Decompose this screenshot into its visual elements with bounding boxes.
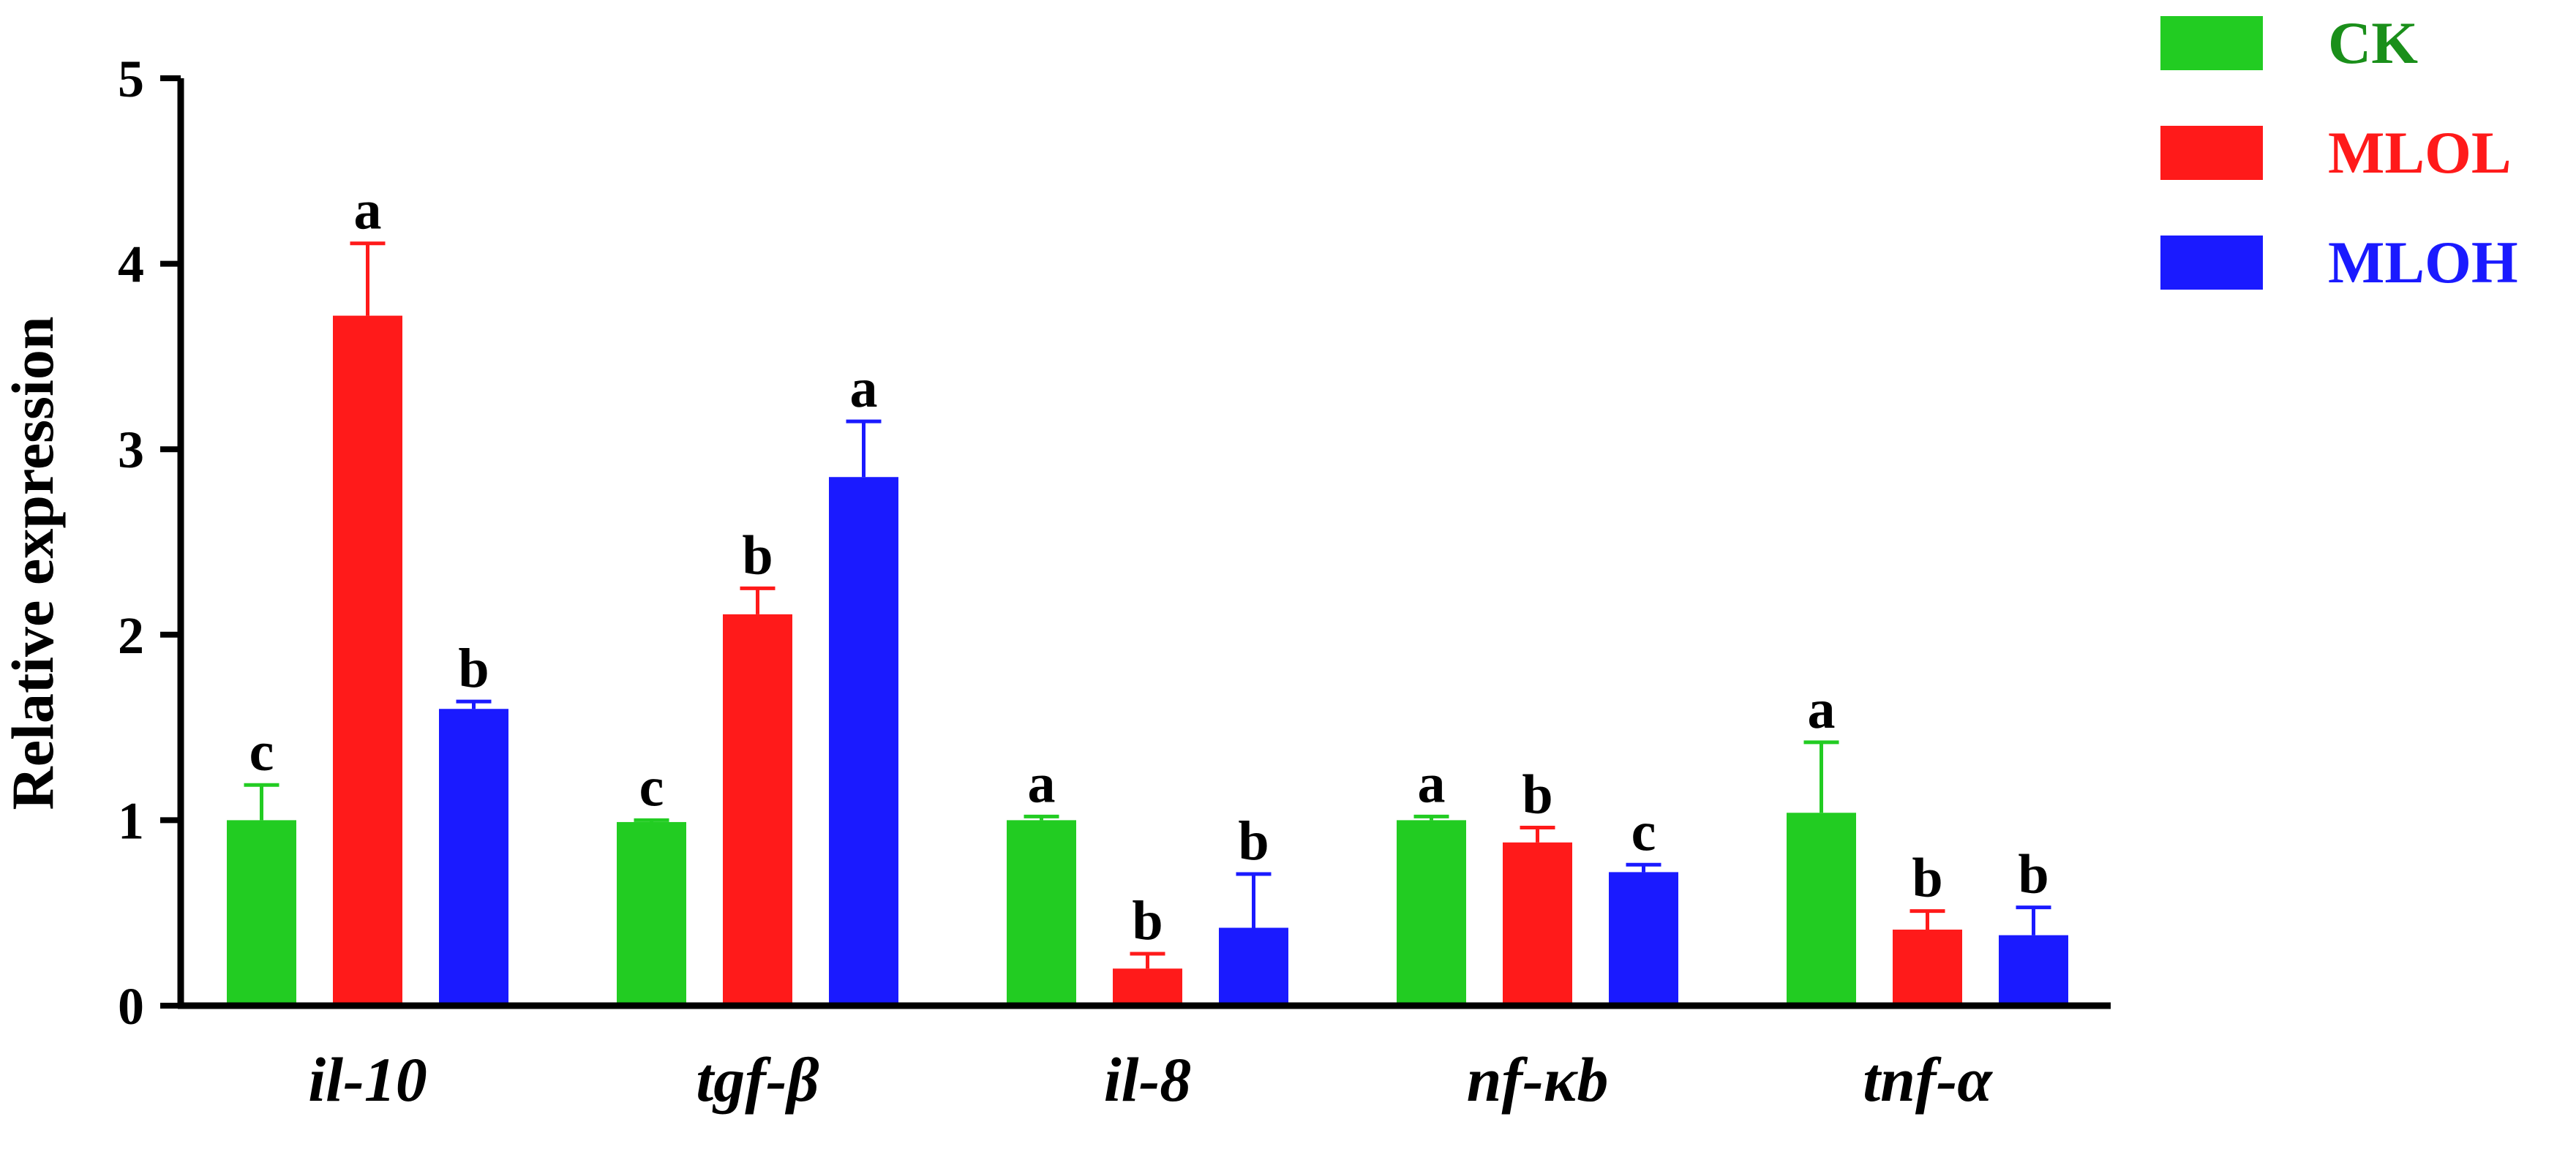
bar-mloh-4 xyxy=(1999,935,2068,1006)
bar-mlol-2 xyxy=(1113,968,1182,1006)
sig-letter-mlol-1: b xyxy=(742,524,773,586)
sig-letter-mlol-0: a xyxy=(354,180,382,241)
y-axis-title: Relative expression xyxy=(0,317,66,810)
bar-ck-0 xyxy=(227,820,296,1006)
sig-letter-mloh-4: b xyxy=(2018,844,2049,905)
sig-letter-mloh-1: a xyxy=(850,358,878,419)
bar-mloh-2 xyxy=(1219,927,1288,1006)
sig-letter-mlol-3: b xyxy=(1522,764,1552,826)
sig-letter-ck-3: a xyxy=(1418,753,1446,814)
y-tick-label-3: 3 xyxy=(118,421,144,479)
x-tick-label-4: tnf-α xyxy=(1863,1044,1993,1115)
legend: CK MLOL MLOH xyxy=(2160,10,2518,295)
sig-letter-mloh-3: c xyxy=(1631,801,1656,862)
legend-swatch-ck xyxy=(2160,16,2263,70)
sig-letter-ck-0: c xyxy=(249,721,274,783)
bar-ck-4 xyxy=(1787,813,1856,1006)
sig-letter-mlol-2: b xyxy=(1132,890,1163,952)
y-tick-label-0: 0 xyxy=(118,977,144,1036)
significance-labels: c a b c b a a b b a b c a b b xyxy=(249,180,2049,952)
bar-mloh-0 xyxy=(439,709,508,1006)
bars-group xyxy=(227,241,2068,1006)
bar-mloh-1 xyxy=(829,477,898,1006)
bar-mlol-1 xyxy=(723,614,792,1006)
legend-label-ck: CK xyxy=(2328,10,2418,76)
legend-label-mlol: MLOL xyxy=(2328,119,2512,186)
sig-letter-mloh-2: b xyxy=(1238,810,1269,872)
sig-letter-ck-4: a xyxy=(1808,679,1836,740)
legend-label-mloh: MLOH xyxy=(2328,229,2518,295)
axes-group: il-10 tgf-β il-8 nf-κb tnf-α 0 1 2 3 4 5 xyxy=(118,50,2111,1115)
bar-mlol-0 xyxy=(333,315,402,1006)
y-tick-label-4: 4 xyxy=(118,236,144,294)
x-tick-label-2: il-8 xyxy=(1104,1044,1191,1115)
sig-letter-ck-2: a xyxy=(1028,753,1056,814)
y-tick-label-5: 5 xyxy=(118,50,144,108)
sig-letter-mloh-0: b xyxy=(458,638,489,699)
bar-ck-2 xyxy=(1007,820,1076,1006)
x-tick-label-3: nf-κb xyxy=(1467,1044,1609,1115)
sig-letter-ck-1: c xyxy=(639,756,664,818)
bar-mlol-3 xyxy=(1503,842,1572,1006)
legend-swatch-mlol xyxy=(2160,126,2263,180)
x-tick-label-1: tgf-β xyxy=(696,1044,819,1115)
bar-ck-1 xyxy=(617,821,686,1006)
bar-mlol-4 xyxy=(1893,930,1962,1006)
y-tick-label-1: 1 xyxy=(118,791,144,850)
x-tick-label-0: il-10 xyxy=(308,1044,427,1115)
y-tick-label-2: 2 xyxy=(118,606,144,665)
bar-ck-3 xyxy=(1397,820,1466,1006)
legend-swatch-mloh xyxy=(2160,236,2263,290)
sig-letter-mlol-4: b xyxy=(1912,848,1942,909)
bar-mloh-3 xyxy=(1609,872,1678,1006)
